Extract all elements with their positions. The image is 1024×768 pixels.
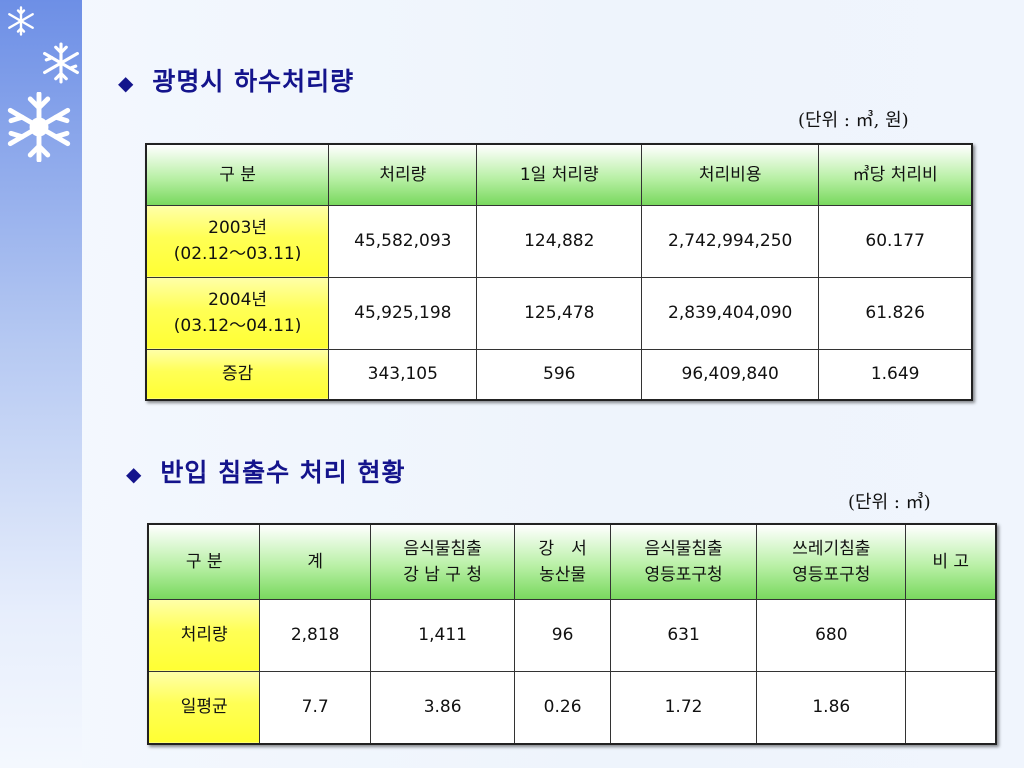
section2-title: ◆ 반입 침출수 처리 현황 <box>126 453 406 489</box>
table-cell: 96 <box>514 598 611 672</box>
table-cell: 1.72 <box>609 670 758 745</box>
row-label-period: (02.12～03.11) <box>173 244 302 264</box>
table-cell: 596 <box>476 348 643 401</box>
header-cell: 처리량 <box>328 143 478 206</box>
diamond-bullet-icon: ◆ <box>126 462 143 486</box>
table-cell: 2,818 <box>259 598 371 672</box>
row-label-year: 2004년 <box>208 290 268 310</box>
table-cell: 631 <box>609 598 758 672</box>
header-line: 영등포구청 <box>644 564 723 585</box>
header-line: 농산물 <box>539 564 587 585</box>
header-cell: 음식물침출 영등포구청 <box>609 523 758 600</box>
table-row: 일평균 7.7 3.86 0.26 1.72 1.86 <box>147 670 997 745</box>
section2-title-text: 반입 침출수 처리 현황 <box>160 458 406 487</box>
table-cell: 96,409,840 <box>641 348 820 401</box>
table-row: 2004년 (03.12～04.11) 45,925,198 125,478 2… <box>145 276 973 350</box>
section2-unit: (단위 : ㎥) <box>848 492 931 513</box>
section1-title-text: 광명시 하수처리량 <box>152 67 355 96</box>
table-cell: 60.177 <box>818 204 973 278</box>
snowflake-icon <box>8 6 34 36</box>
table-cell: 1,411 <box>369 598 516 672</box>
row-label: 2003년 (02.12～03.11) <box>145 204 330 278</box>
row-label: 2004년 (03.12～04.11) <box>145 276 330 350</box>
header-cell: 구 분 <box>145 143 330 206</box>
row-label: 일평균 <box>147 670 261 745</box>
header-line: 음식물침출 <box>644 538 723 559</box>
table-cell: 2,839,404,090 <box>641 276 820 350</box>
header-cell: 처리비용 <box>641 143 820 206</box>
table-row: 처리량 2,818 1,411 96 631 680 <box>147 598 997 672</box>
table-cell <box>905 670 997 745</box>
header-cell: 음식물침출 강 남 구 청 <box>369 523 516 600</box>
table-cell: 45,925,198 <box>328 276 478 350</box>
table-cell: 1.649 <box>818 348 973 401</box>
snowflake-icon <box>7 92 71 162</box>
header-line: 강 남 구 청 <box>403 564 482 585</box>
header-line: 구 분 <box>185 551 223 572</box>
section1-title: ◆ 광명시 하수처리량 <box>118 62 354 98</box>
diamond-bullet-icon: ◆ <box>118 71 135 95</box>
table-cell: 124,882 <box>476 204 643 278</box>
header-line: 쓰레기침출 <box>792 538 871 559</box>
table-header-row: 구 분 처리량 1일 처리량 처리비용 ㎥당 처리비 <box>145 143 973 206</box>
header-line: 비 고 <box>932 551 970 572</box>
section1-unit: (단위 : ㎥, 원) <box>798 110 909 131</box>
table-cell: 2,742,994,250 <box>641 204 820 278</box>
header-line: 계 <box>307 551 323 572</box>
row-label-period: (03.12～04.11) <box>173 316 302 336</box>
snowflake-icon <box>43 42 79 84</box>
header-cell: 비 고 <box>905 523 997 600</box>
row-label: 증감 <box>145 348 330 401</box>
table-row: 2003년 (02.12～03.11) 45,582,093 124,882 2… <box>145 204 973 278</box>
header-cell: ㎥당 처리비 <box>818 143 973 206</box>
header-line: 영등포구청 <box>792 564 871 585</box>
table-cell: 61.826 <box>818 276 973 350</box>
row-label-year: 2003년 <box>208 218 268 238</box>
header-line: 강 서 <box>538 538 587 559</box>
table-cell: 0.26 <box>514 670 611 745</box>
header-line: 음식물침출 <box>403 538 482 559</box>
header-cell: 구 분 <box>147 523 261 600</box>
header-cell: 강 서 농산물 <box>514 523 611 600</box>
table-row: 증감 343,105 596 96,409,840 1.649 <box>145 348 973 401</box>
table-header-row: 구 분 계 음식물침출 강 남 구 청 강 서 농산물 음식물침출 영등포구청 … <box>147 523 997 600</box>
row-label: 처리량 <box>147 598 261 672</box>
table-cell: 3.86 <box>369 670 516 745</box>
leachate-table: 구 분 계 음식물침출 강 남 구 청 강 서 농산물 음식물침출 영등포구청 … <box>147 523 997 745</box>
header-cell: 쓰레기침출 영등포구청 <box>756 523 907 600</box>
table-cell: 7.7 <box>259 670 371 745</box>
table-cell: 125,478 <box>476 276 643 350</box>
sewage-table: 구 분 처리량 1일 처리량 처리비용 ㎥당 처리비 2003년 (02.12～… <box>145 143 973 401</box>
decorative-sidebar <box>0 0 82 768</box>
table-cell: 343,105 <box>328 348 478 401</box>
table-cell: 45,582,093 <box>328 204 478 278</box>
header-cell: 계 <box>259 523 371 600</box>
table-cell: 1.86 <box>756 670 907 745</box>
table-cell: 680 <box>756 598 907 672</box>
table-cell <box>905 598 997 672</box>
header-cell: 1일 처리량 <box>476 143 643 206</box>
